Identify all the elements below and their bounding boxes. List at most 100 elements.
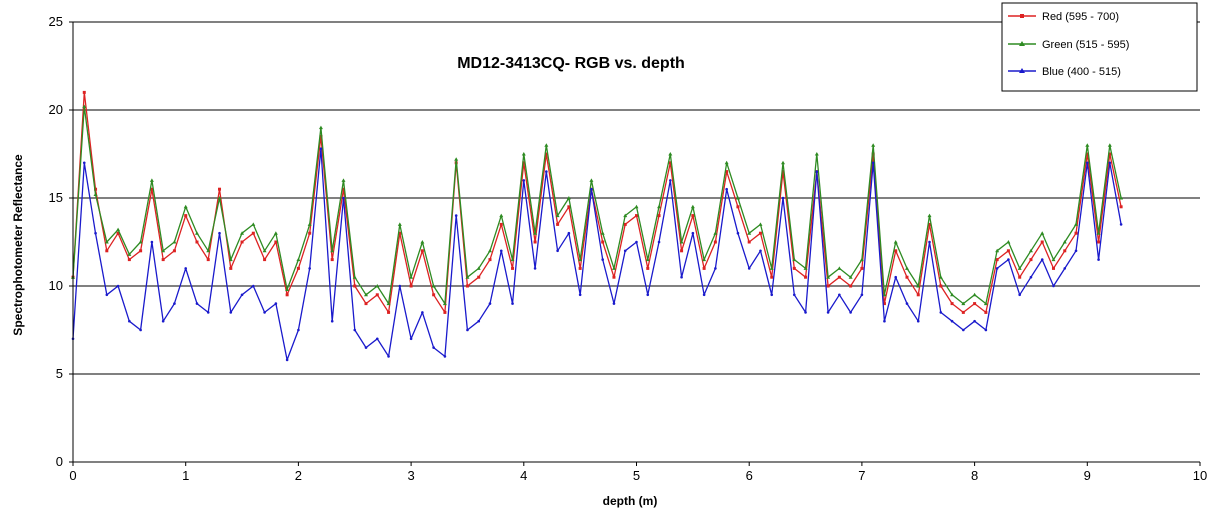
y-tick-label: 5 — [56, 366, 63, 381]
data-point-red — [1108, 152, 1112, 156]
data-point-blue — [1040, 258, 1044, 261]
data-point-red — [308, 231, 312, 235]
data-point-red — [1074, 231, 1078, 235]
data-point-blue — [206, 311, 210, 314]
data-point-green — [747, 231, 752, 235]
data-point-red — [251, 231, 255, 235]
data-point-red — [1097, 240, 1101, 244]
data-point-blue — [736, 231, 740, 235]
data-point-green — [1096, 231, 1101, 235]
data-point-red — [127, 258, 131, 262]
data-point-green — [285, 287, 290, 292]
data-point-blue — [714, 267, 717, 270]
data-point-red — [139, 249, 143, 253]
legend: Red (595 - 700) Green (515 - 595) Blue (… — [1001, 2, 1198, 92]
data-point-red — [1040, 240, 1044, 244]
data-point-green — [341, 178, 346, 182]
data-point-red — [1051, 266, 1055, 270]
data-point-red — [646, 266, 650, 270]
data-point-green — [307, 222, 312, 226]
data-point-blue — [905, 302, 909, 305]
data-point-red — [387, 310, 391, 314]
x-tick-label: 3 — [407, 468, 414, 483]
data-point-red — [218, 187, 222, 191]
data-point-red — [544, 152, 548, 156]
data-point-green — [1017, 266, 1022, 270]
data-point-green — [645, 257, 650, 262]
data-point-blue — [139, 328, 142, 332]
data-point-green — [657, 204, 662, 209]
data-point-green — [893, 240, 898, 244]
x-tick-label: 5 — [633, 468, 640, 483]
data-point-green — [183, 204, 188, 209]
plot-series — [71, 90, 1124, 362]
data-point-green — [724, 160, 729, 165]
data-point-red — [263, 258, 267, 262]
data-point-blue — [1063, 267, 1067, 270]
data-point-blue — [657, 240, 661, 244]
data-point-red — [882, 302, 886, 306]
data-point-blue — [342, 196, 345, 200]
data-point-red — [184, 214, 188, 218]
gridlines — [73, 21, 1200, 375]
data-point-green — [961, 301, 966, 306]
data-point-red — [330, 258, 334, 262]
data-point-red — [736, 205, 740, 209]
data-point-green — [735, 196, 740, 200]
data-point-red — [758, 231, 762, 235]
data-point-green — [668, 152, 673, 156]
data-point-blue — [82, 161, 86, 165]
data-point-red — [353, 284, 357, 288]
data-point-red — [657, 214, 661, 218]
data-point-blue — [421, 311, 424, 314]
data-point-green — [995, 248, 1000, 253]
x-tick-label: 6 — [746, 468, 753, 483]
data-point-blue — [364, 346, 368, 349]
data-point-green — [814, 152, 819, 156]
data-point-blue — [173, 302, 176, 305]
series-line-green — [72, 105, 1122, 305]
data-point-red — [161, 258, 165, 262]
data-point-green — [420, 240, 425, 244]
data-point-green — [487, 248, 492, 253]
data-point-red — [477, 275, 481, 279]
data-point-blue — [454, 214, 458, 217]
data-point-red — [939, 284, 943, 288]
data-point-blue — [973, 319, 976, 323]
data-point-green — [127, 252, 132, 256]
data-point-blue — [511, 302, 514, 305]
data-point-green — [116, 227, 121, 232]
data-point-red — [680, 249, 684, 253]
data-point-blue — [240, 293, 244, 297]
data-point-red — [409, 284, 413, 288]
data-point-green — [364, 292, 369, 297]
data-point-blue — [94, 231, 97, 235]
data-point-blue — [184, 267, 187, 270]
x-tick-label: 0 — [69, 468, 76, 483]
data-point-green — [916, 284, 921, 288]
data-point-red — [488, 258, 492, 262]
data-point-green — [904, 266, 909, 270]
data-point-red — [296, 266, 300, 270]
data-point-red — [792, 266, 796, 270]
y-tick-label: 15 — [49, 190, 63, 205]
data-point-green — [1085, 143, 1090, 147]
data-point-blue — [1119, 223, 1123, 226]
data-point-green — [634, 204, 639, 209]
data-point-blue — [466, 328, 469, 332]
data-point-red — [1006, 249, 1010, 253]
data-point-green — [296, 257, 301, 262]
data-point-green — [397, 222, 402, 226]
data-point-blue — [443, 355, 447, 358]
data-point-red — [116, 231, 120, 235]
data-point-red — [1119, 205, 1123, 209]
data-point-red — [172, 249, 176, 253]
data-point-red — [398, 231, 402, 235]
x-axis-title: depth (m) — [603, 494, 658, 508]
data-point-red — [770, 275, 774, 279]
chart-title: MD12-3413CQ- RGB vs. depth — [457, 55, 685, 72]
data-point-red — [860, 266, 864, 270]
data-point-green — [172, 240, 177, 244]
data-point-blue — [804, 311, 807, 314]
